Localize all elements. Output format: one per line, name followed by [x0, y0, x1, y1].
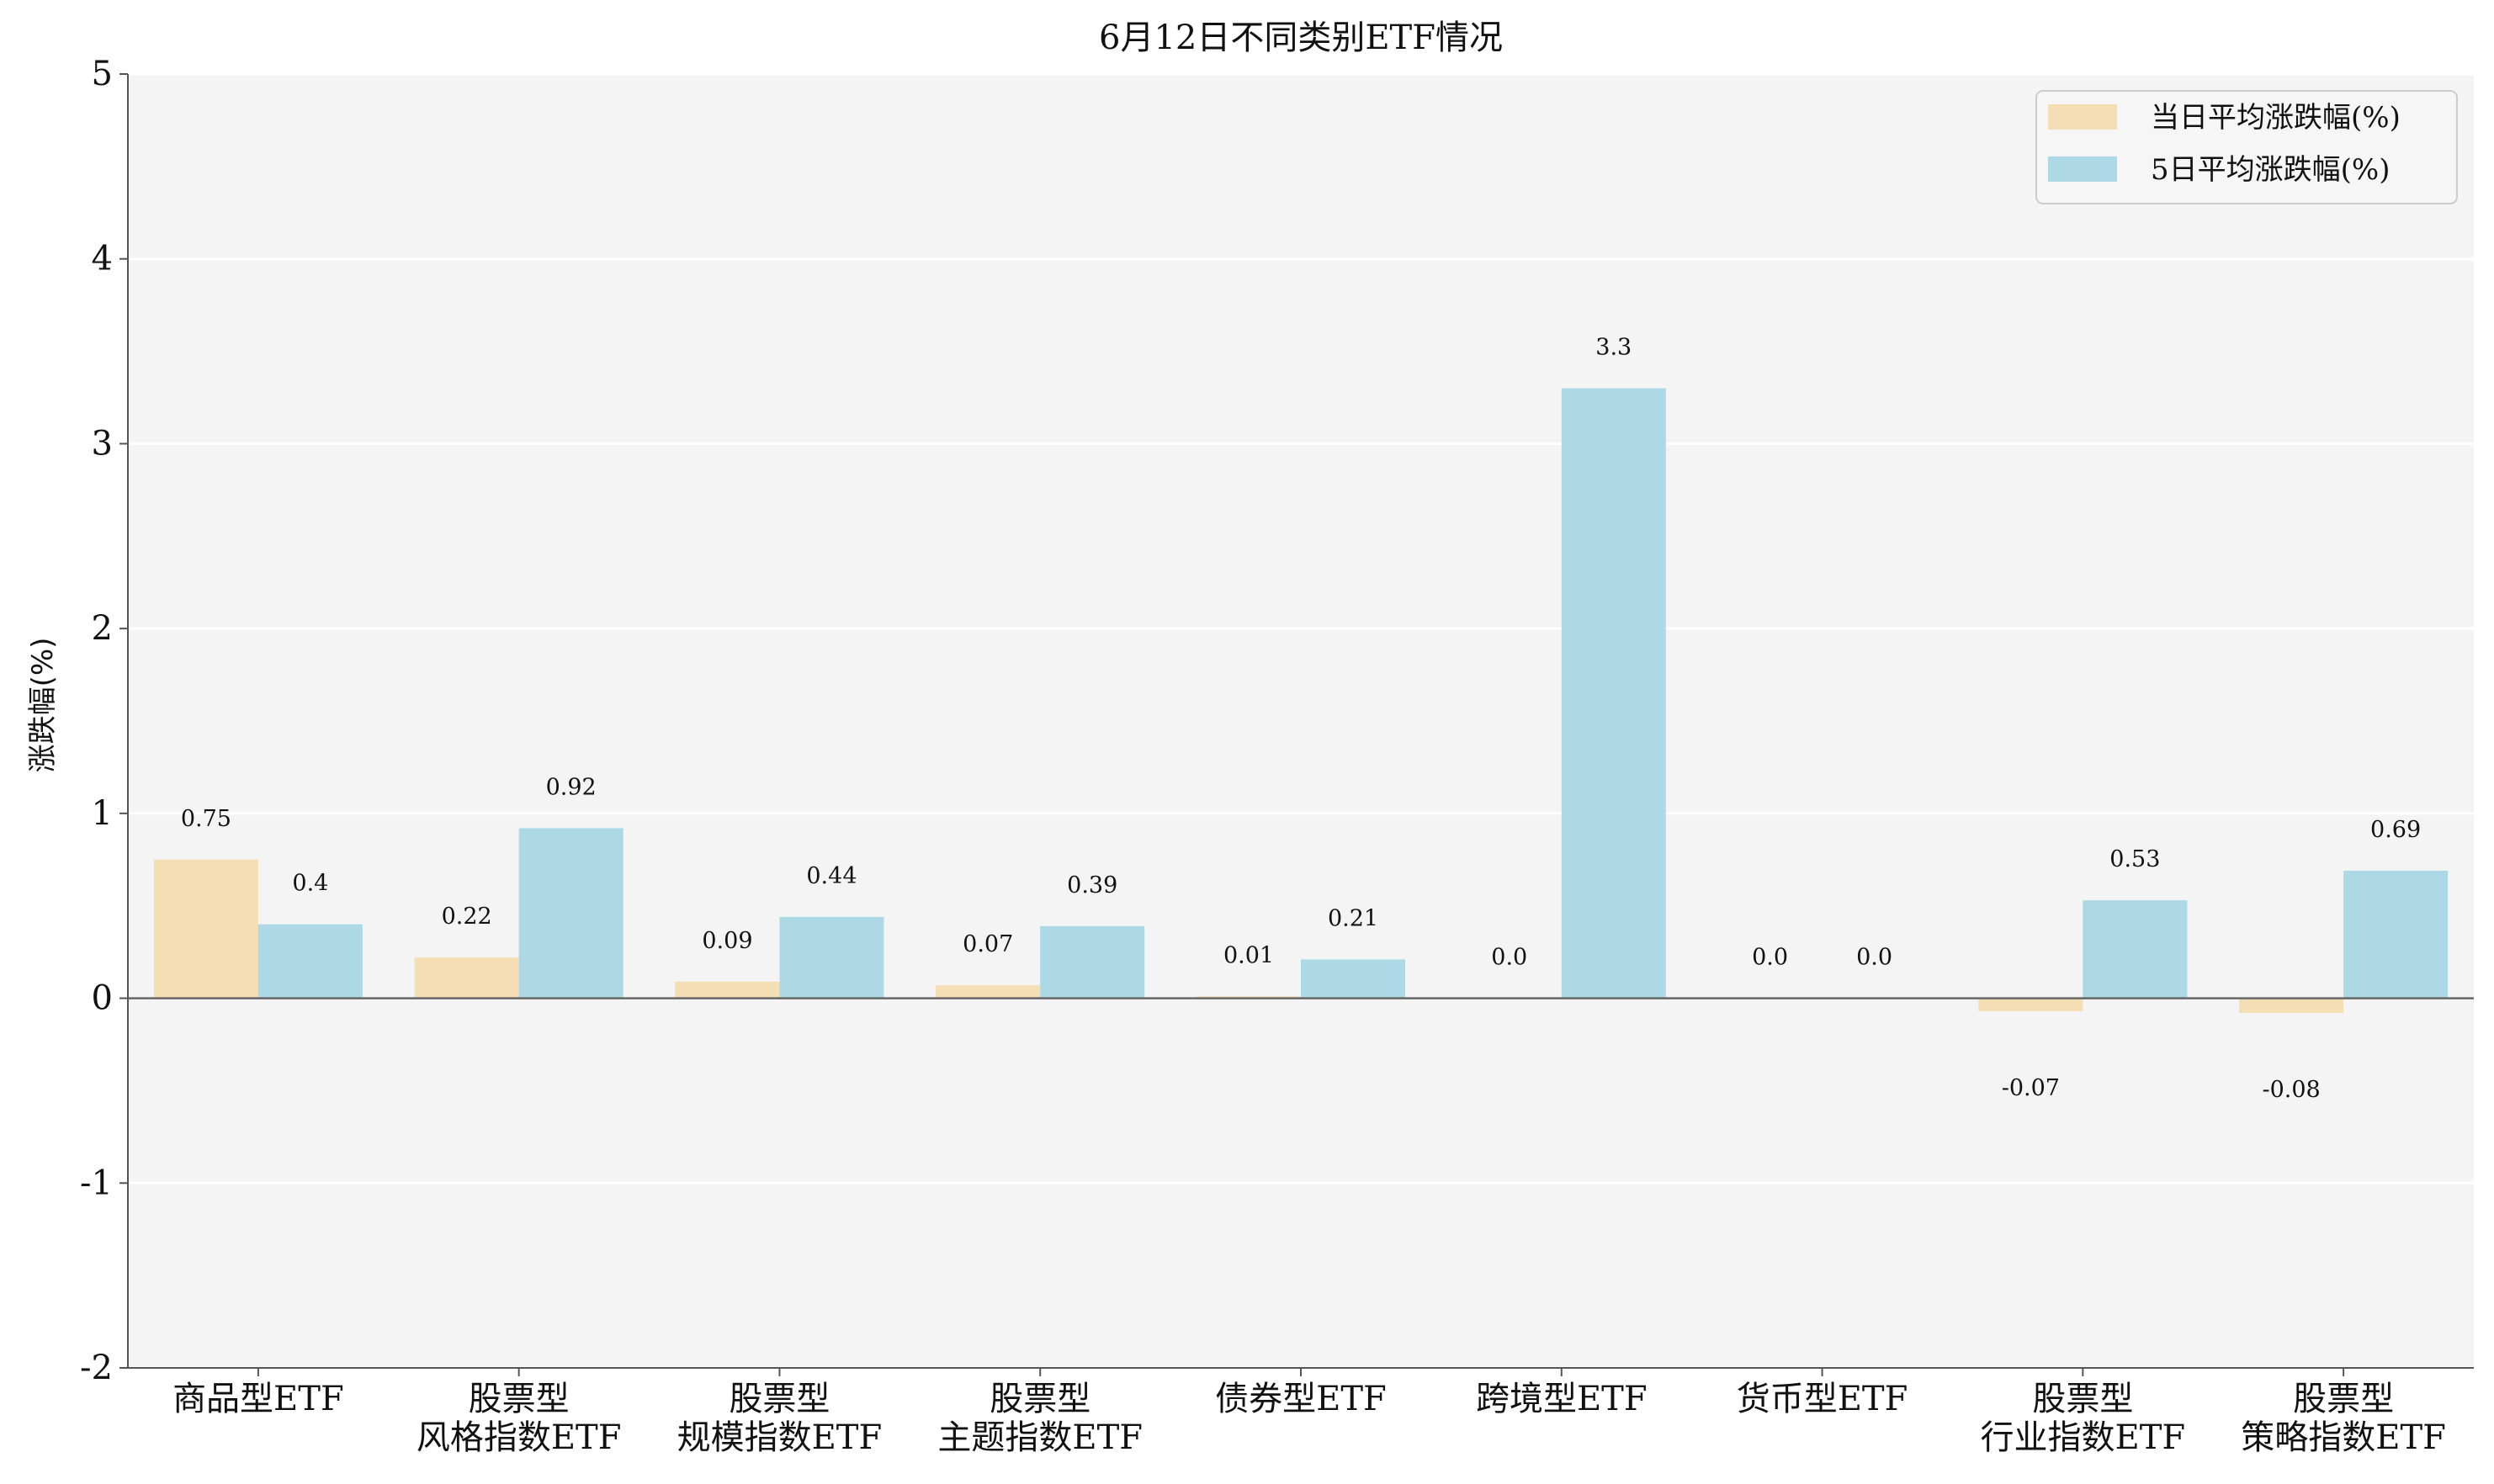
bar-series-2 — [1040, 925, 1145, 999]
bar-series-1 — [1978, 998, 2083, 1011]
data-label-series-2: 0.53 — [2109, 846, 2160, 872]
data-label-series-1: -0.08 — [2262, 1077, 2320, 1103]
data-label-series-1: 0.75 — [181, 806, 231, 832]
gridlines — [128, 72, 2474, 1370]
bars — [153, 388, 2449, 1014]
legend-box — [2035, 90, 2458, 204]
bar-series-1 — [936, 985, 1041, 999]
x-tick-label: 股票型 — [729, 1380, 830, 1418]
y-tick-label: 2 — [92, 609, 113, 648]
x-tick-label: 股票型 — [469, 1380, 570, 1418]
x-tick-label: 货币型ETF — [1737, 1380, 1908, 1418]
legend-label-series-1: 当日平均涨跌幅(%) — [2151, 101, 2401, 135]
y-tick-label: 4 — [92, 240, 113, 278]
data-label-series-1: -0.07 — [2002, 1075, 2060, 1101]
y-axis-label: 涨跌幅(%) — [26, 638, 60, 773]
bar-series-1 — [2239, 998, 2344, 1014]
data-label-series-1: 0.01 — [1223, 942, 1274, 968]
bar-series-2 — [2083, 900, 2188, 999]
data-label-series-2: 0.39 — [1067, 872, 1117, 898]
bar-series-1 — [675, 981, 780, 999]
x-tick-label: 主题指数ETF — [937, 1418, 1143, 1457]
y-tick-label: 1 — [92, 794, 113, 833]
y-tick-label: 0 — [92, 979, 113, 1018]
bar-series-2 — [1561, 388, 1666, 999]
bar-series-2 — [779, 916, 884, 999]
bar-series-1 — [414, 957, 519, 999]
data-label-series-1: 0.09 — [702, 928, 752, 954]
x-tick-label: 行业指数ETF — [1981, 1418, 2186, 1457]
data-label-series-2: 0.0 — [1856, 945, 1892, 971]
bar-series-2 — [518, 828, 624, 999]
x-tick-label: 股票型 — [990, 1380, 1090, 1418]
legend: 当日平均涨跌幅(%) 5日平均涨跌幅(%) — [2035, 90, 2458, 204]
x-tick-label: 债券型ETF — [1215, 1380, 1387, 1418]
y-tick-label: 3 — [92, 424, 113, 463]
data-label-series-1: 0.0 — [1752, 945, 1788, 971]
x-tick-label: 策略指数ETF — [2241, 1418, 2446, 1457]
x-tick-label: 跨境型ETF — [1476, 1380, 1648, 1418]
x-tick-label: 股票型 — [2032, 1380, 2133, 1418]
legend-swatch-series-1 — [2048, 104, 2117, 130]
data-labels: 0.75 0.4 0.22 0.92 0.09 0.44 0.07 0.39 0.01 0.21 0… — [181, 335, 2421, 1104]
y-tick-label: -1 — [80, 1163, 113, 1202]
bar-series-2 — [2343, 870, 2449, 999]
x-tick-label: 规模指数ETF — [677, 1418, 883, 1457]
data-label-series-1: 0.22 — [442, 904, 492, 930]
data-label-series-2: 0.92 — [546, 774, 597, 800]
bar-series-1 — [153, 859, 258, 999]
x-tick-label: 风格指数ETF — [417, 1418, 622, 1457]
y-tick-label: -2 — [80, 1349, 113, 1387]
plot-background — [128, 74, 2474, 1368]
data-label-series-2: 3.3 — [1595, 335, 1632, 361]
data-label-series-1: 0.07 — [963, 931, 1013, 957]
y-tick-label: 5 — [92, 55, 113, 93]
x-tick-label: 股票型 — [2293, 1380, 2394, 1418]
legend-label-series-2: 5日平均涨跌幅(%) — [2151, 153, 2390, 187]
x-tick-label: 商品型ETF — [172, 1380, 344, 1418]
bar-series-2 — [1301, 959, 1405, 999]
data-label-series-2: 0.21 — [1328, 905, 1378, 931]
data-label-series-2: 0.44 — [806, 863, 857, 889]
chart-title: 6月12日不同类别ETF情况 — [1099, 19, 1503, 57]
data-label-series-2: 0.4 — [292, 871, 328, 897]
legend-swatch-series-2 — [2048, 156, 2117, 182]
data-label-series-1: 0.0 — [1491, 945, 1527, 971]
data-label-series-2: 0.69 — [2370, 817, 2421, 843]
bar-series-2 — [257, 924, 363, 999]
